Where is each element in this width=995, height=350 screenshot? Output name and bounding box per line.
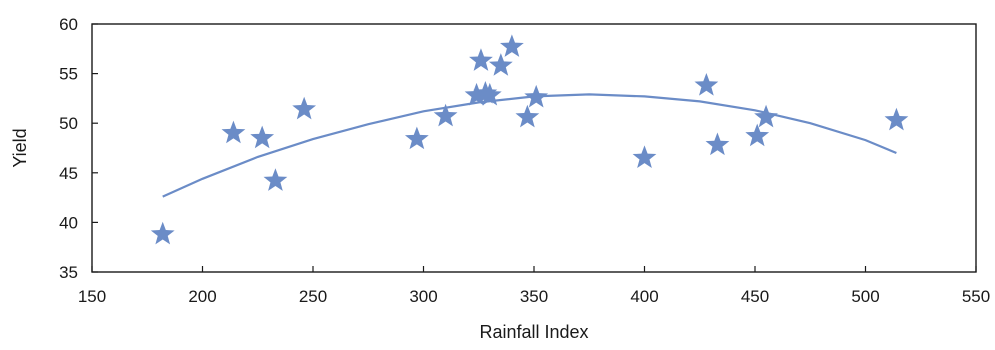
data-point-star (433, 103, 458, 127)
data-point-star (754, 104, 778, 128)
x-tick-label: 200 (188, 287, 216, 306)
data-point-star (694, 73, 719, 96)
data-point-star (632, 145, 657, 169)
y-tick-label: 50 (59, 114, 78, 133)
x-tick-label: 300 (409, 287, 437, 306)
plot-frame (91, 23, 977, 273)
x-tick-label: 400 (630, 287, 658, 306)
x-tick-label: 500 (851, 287, 879, 306)
y-tick-label: 40 (59, 213, 78, 232)
data-point-star (404, 126, 429, 150)
y-tick-label: 35 (59, 263, 78, 282)
x-axis-ticks: 150 200 250 300 350 400 450 500 550 (78, 266, 990, 306)
x-tick-label: 150 (78, 287, 106, 306)
data-point-star (150, 221, 175, 245)
data-point-star (488, 53, 513, 76)
data-points-layer (150, 34, 909, 245)
data-point-star (250, 125, 275, 149)
x-tick-label: 350 (520, 287, 548, 306)
x-tick-label: 550 (962, 287, 990, 306)
y-tick-label: 55 (59, 65, 78, 84)
data-point-star (477, 82, 502, 106)
x-axis-title: Rainfall Index (479, 322, 588, 342)
data-point-star (464, 82, 489, 106)
data-point-star (221, 120, 246, 144)
x-tick-label: 250 (299, 287, 327, 306)
data-point-star (745, 123, 770, 147)
data-point-star (705, 132, 730, 156)
data-point-star (263, 168, 288, 191)
y-axis-title: Yield (10, 128, 30, 167)
data-point-star (524, 84, 549, 108)
data-point-star (500, 34, 524, 57)
data-point-star (884, 107, 909, 131)
data-point-star (469, 48, 493, 71)
x-tick-label: 450 (741, 287, 769, 306)
data-point-star (292, 96, 317, 120)
data-point-star (515, 104, 540, 128)
y-tick-label: 45 (59, 164, 78, 183)
y-tick-label: 60 (59, 15, 78, 34)
